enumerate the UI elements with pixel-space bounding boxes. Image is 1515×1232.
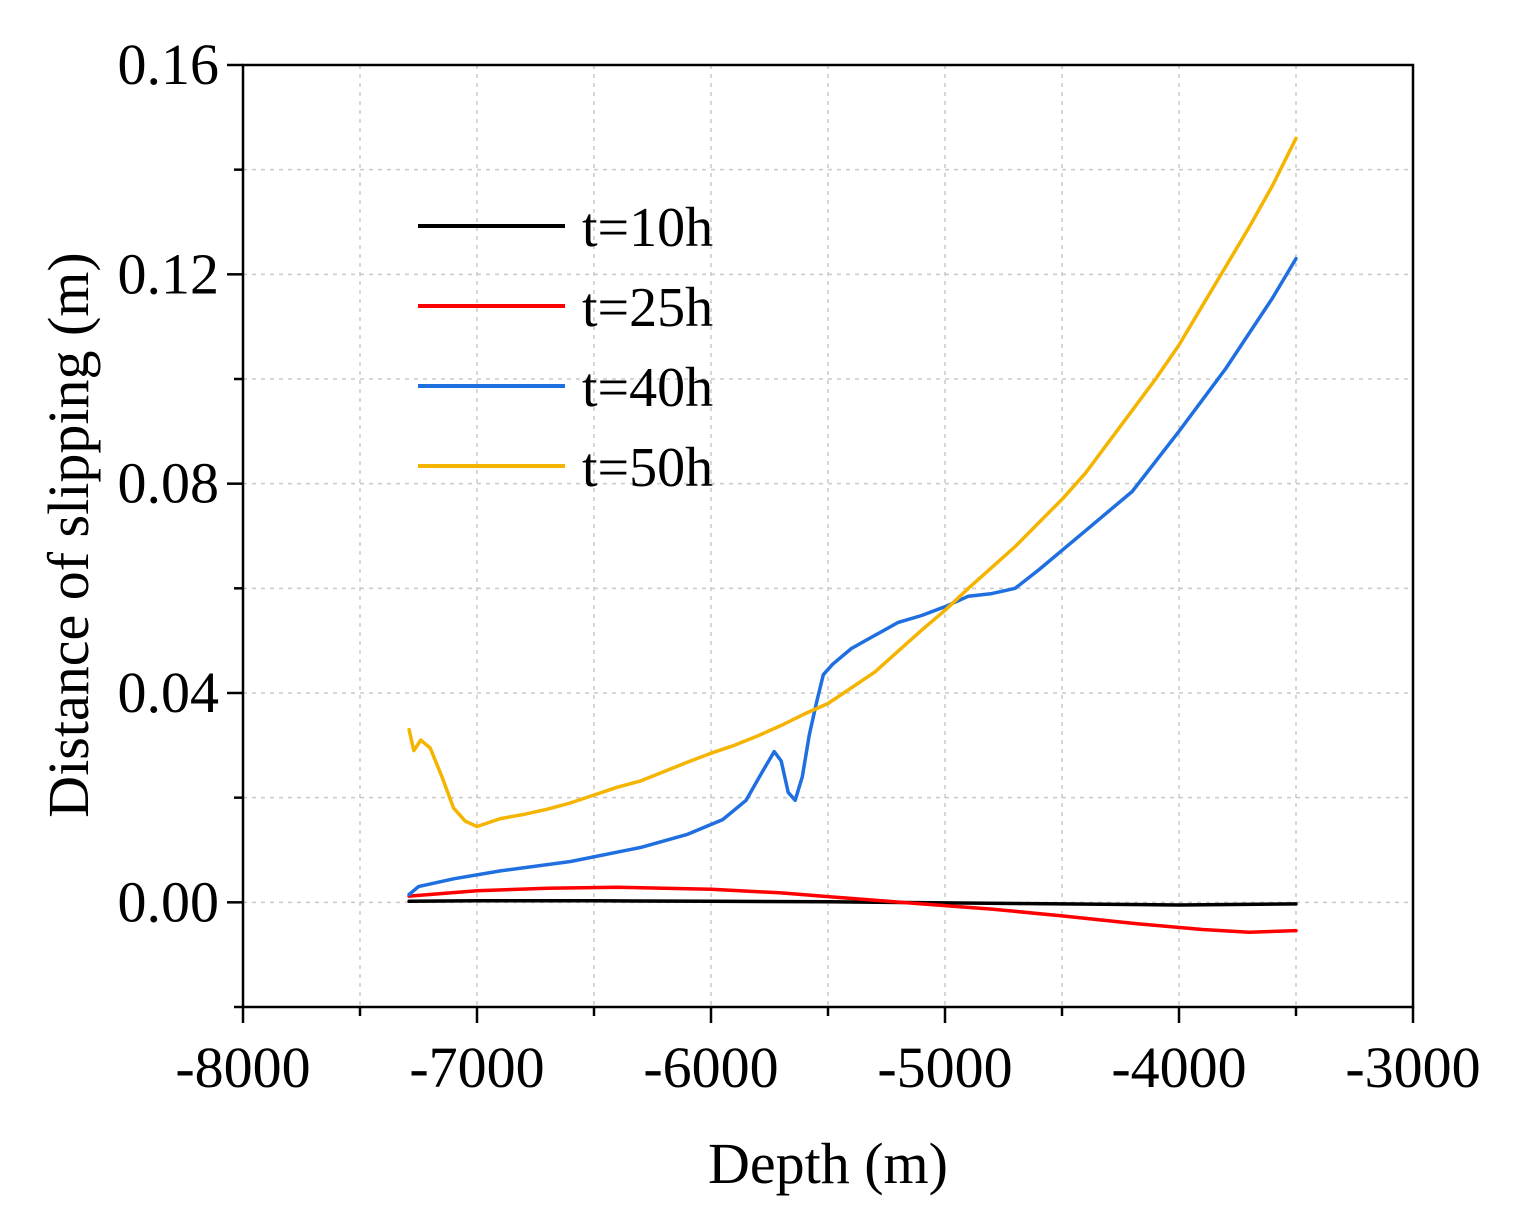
series-layer (407, 136, 1298, 934)
x-tick-label: -3000 (1345, 1035, 1480, 1100)
legend-label-t-40h: t=40h (582, 357, 713, 419)
x-tick-label: -7000 (409, 1035, 544, 1100)
legend-label-t-10h: t=10h (582, 197, 713, 259)
x-tick-label: -8000 (175, 1035, 310, 1100)
tick-layer: -8000 -7000 -6000 -5000 -4000 -3000 0.00 0.04 0.… (118, 32, 1481, 1100)
legend-label-t-25h: t=25h (582, 277, 713, 339)
x-axis-title: Depth (m) (708, 1131, 948, 1196)
y-tick-label: 0.12 (118, 241, 220, 306)
x-tick-label: -4000 (1111, 1035, 1246, 1100)
y-axis-title: Distance of slipping (m) (36, 252, 101, 817)
series-line-t-25h (407, 885, 1298, 934)
legend-label-t-50h: t=50h (582, 437, 713, 499)
series-line-t-50h (407, 136, 1298, 829)
series-line-t-40h (407, 256, 1298, 897)
legend: t=10h t=25h t=40h t=50h (418, 197, 713, 499)
x-tick-label: -6000 (643, 1035, 778, 1100)
y-tick-label: 0.08 (118, 451, 220, 516)
y-tick-label: 0.16 (118, 32, 220, 97)
x-tick-label: -5000 (877, 1035, 1012, 1100)
y-tick-label: 0.04 (118, 660, 220, 725)
y-tick-label: 0.00 (118, 869, 220, 934)
series-line-t-10h (407, 899, 1298, 907)
grid-layer (243, 65, 1413, 1007)
